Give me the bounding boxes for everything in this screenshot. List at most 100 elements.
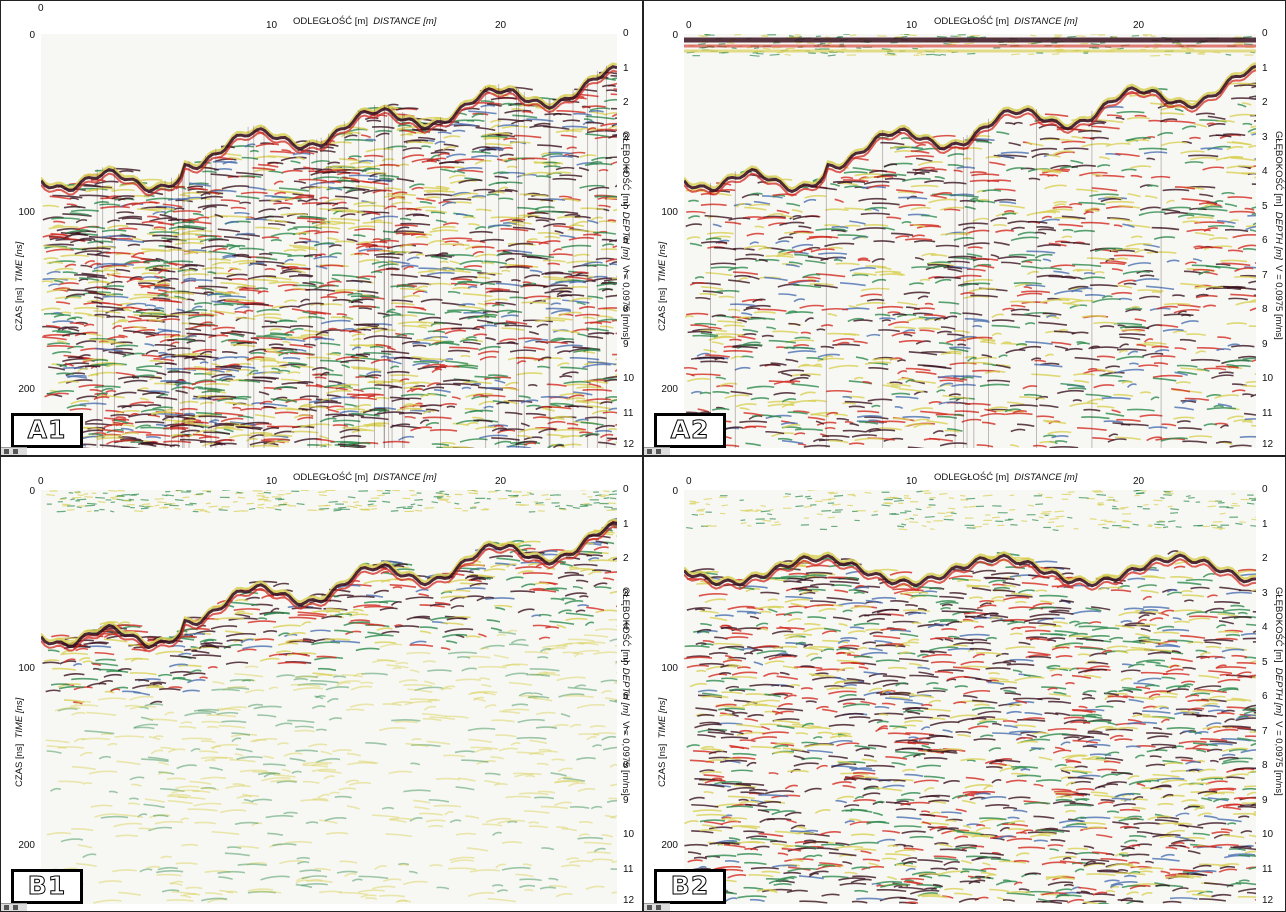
x-tick-0: 0 — [686, 20, 692, 31]
depth-tick: 10 — [1262, 373, 1274, 384]
y-left-title: CZAS [ns] TIME [ns] — [14, 241, 25, 331]
time-tick-200: 200 — [661, 840, 678, 851]
time-tick-0: 0 — [29, 486, 35, 497]
radargram-svg — [41, 62, 617, 448]
depth-tick: 5 — [1262, 200, 1268, 212]
depth-tick: 1 — [1262, 518, 1268, 530]
y-right-title: GŁĘBOKOŚĆ [m] DEPTH [m] V = 0,0975 [m/ns… — [1273, 587, 1284, 796]
panel-label-a1: A1 — [11, 413, 83, 448]
depth-tick: 6 — [1262, 235, 1268, 246]
horizontal-scrollbar[interactable] — [1, 903, 27, 911]
panel-label-b1: B1 — [11, 869, 83, 904]
depth-tick: 9 — [1262, 794, 1268, 806]
time-tick-100: 100 — [18, 663, 35, 674]
time-tick-200: 200 — [18, 840, 35, 851]
panel-label-a2: A2 — [654, 413, 726, 448]
depth-tick: 9 — [623, 794, 629, 806]
radargram-svg — [684, 490, 1256, 904]
panel-label-b2: B2 — [654, 869, 726, 904]
depth-tick: 6 — [623, 691, 629, 702]
depth-tick: 7 — [1262, 725, 1268, 737]
depth-tick: 12 — [623, 895, 635, 906]
x-axis-title: ODLEGŁOŚĆ [m] DISTANCE [m] — [293, 16, 437, 27]
x-tick-20: 20 — [1133, 476, 1145, 487]
radargram-image-a1 — [41, 34, 617, 448]
depth-tick: 2 — [1262, 553, 1268, 564]
depth-tick: 3 — [1262, 587, 1268, 599]
horizontal-scrollbar[interactable] — [1, 447, 27, 455]
depth-tick: 4 — [1262, 166, 1268, 177]
time-tick-200: 200 — [661, 384, 678, 395]
radargram-panel-a2: 0 10 20 ODLEGŁOŚĆ [m] DISTANCE [m] 0 100… — [643, 0, 1286, 456]
depth-tick: 4 — [1262, 622, 1268, 633]
depth-tick: 3 — [623, 587, 629, 599]
radargram-image-b1 — [41, 490, 617, 904]
depth-tick: 11 — [1262, 407, 1273, 419]
radargram-panel-b1: 0 10 20 ODLEGŁOŚĆ [m] DISTANCE [m] 0 100… — [0, 456, 643, 912]
y-right-title: GŁĘBOKOŚĆ [m] DEPTH [m] V = 0,0975 [m/ns… — [1273, 131, 1284, 340]
x-tick-10: 10 — [266, 476, 278, 487]
depth-tick: 1 — [623, 518, 629, 530]
depth-tick: 9 — [623, 338, 629, 350]
x-tick-0: 0 — [38, 476, 44, 487]
depth-tick: 11 — [623, 407, 634, 419]
horizontal-scrollbar[interactable] — [644, 903, 670, 911]
depth-tick: 11 — [623, 863, 634, 875]
depth-tick: 12 — [1262, 895, 1274, 906]
x-tick-0: 0 — [686, 476, 692, 487]
depth-tick: 6 — [1262, 691, 1268, 702]
radargram-panel-b2: 0 10 20 ODLEGŁOŚĆ [m] DISTANCE [m] 0 10 0… — [643, 456, 1286, 912]
depth-tick: 1 — [1262, 62, 1268, 74]
depth-tick: 0 — [1262, 484, 1268, 495]
y-left-title: CZAS [ns] TIME [ns] — [14, 697, 25, 787]
time-tick-0: 0 — [672, 486, 678, 497]
y-left-title: CZAS [ns] TIME [ns] — [657, 697, 668, 787]
depth-tick: 6 — [623, 235, 629, 246]
x-tick-20: 20 — [495, 20, 507, 31]
time-tick-200: 200 — [18, 384, 35, 395]
y-right-title: GŁĘBOKOŚĆ [m] DEPTH [m] V = 0,0975 [m/ns… — [620, 131, 631, 340]
x-tick-20: 20 — [495, 476, 507, 487]
depth-tick: 12 — [1262, 439, 1274, 450]
y-right-title: GŁĘBOKOŚĆ [m] DEPTH [m] V = 0,0975 [m/ns… — [620, 587, 631, 796]
x-tick-10: 10 — [906, 20, 918, 31]
radargram-panel-a1: 0 10 20 ODLEGŁOŚĆ [m] DISTANCE [m] 0 100… — [0, 0, 643, 456]
depth-tick: 3 — [1262, 131, 1268, 143]
depth-tick: 7 — [623, 725, 629, 737]
depth-tick: 4 — [623, 622, 629, 633]
depth-tick: 2 — [1262, 97, 1268, 108]
x-axis-title: ODLEGŁOŚĆ [m] DISTANCE [m] — [934, 472, 1078, 483]
time-tick-0: 0 — [672, 30, 678, 41]
depth-tick: 5 — [623, 656, 629, 668]
depth-tick: 10 — [623, 373, 635, 384]
y-left-title: CZAS [ns] TIME [ns] — [657, 241, 668, 331]
depth-tick: 2 — [623, 553, 629, 564]
radargram-svg — [684, 34, 1256, 448]
x-axis-title: ODLEGŁOŚĆ [m] DISTANCE [m] — [293, 472, 437, 483]
depth-tick: 7 — [623, 269, 629, 281]
depth-tick: 0 — [623, 484, 629, 495]
time-tick-0: 0 — [29, 30, 35, 41]
depth-tick: 3 — [623, 131, 629, 143]
depth-tick: 7 — [1262, 269, 1268, 281]
depth-tick: 1 — [623, 62, 629, 74]
depth-tick: 10 — [1262, 829, 1274, 840]
depth-tick: 11 — [1262, 863, 1273, 875]
radargram-image-b2 — [684, 490, 1256, 904]
depth-tick: 8 — [623, 760, 629, 771]
radargram-svg — [41, 490, 617, 904]
x-tick-10: 10 — [906, 476, 918, 487]
horizontal-scrollbar[interactable] — [644, 447, 670, 455]
x-tick-20: 20 — [1133, 20, 1145, 31]
depth-tick: 4 — [623, 166, 629, 177]
depth-tick: 0 — [623, 28, 629, 39]
depth-tick: 5 — [1262, 656, 1268, 668]
x-tick-0: 0 — [38, 3, 44, 14]
depth-tick: 8 — [1262, 304, 1268, 315]
time-tick-100: 100 — [18, 207, 35, 218]
depth-tick: 0 — [1262, 28, 1268, 39]
depth-tick: 5 — [623, 200, 629, 212]
radargram-image-a2 — [684, 34, 1256, 448]
depth-tick: 12 — [623, 439, 635, 450]
x-tick-10: 10 — [266, 20, 278, 31]
